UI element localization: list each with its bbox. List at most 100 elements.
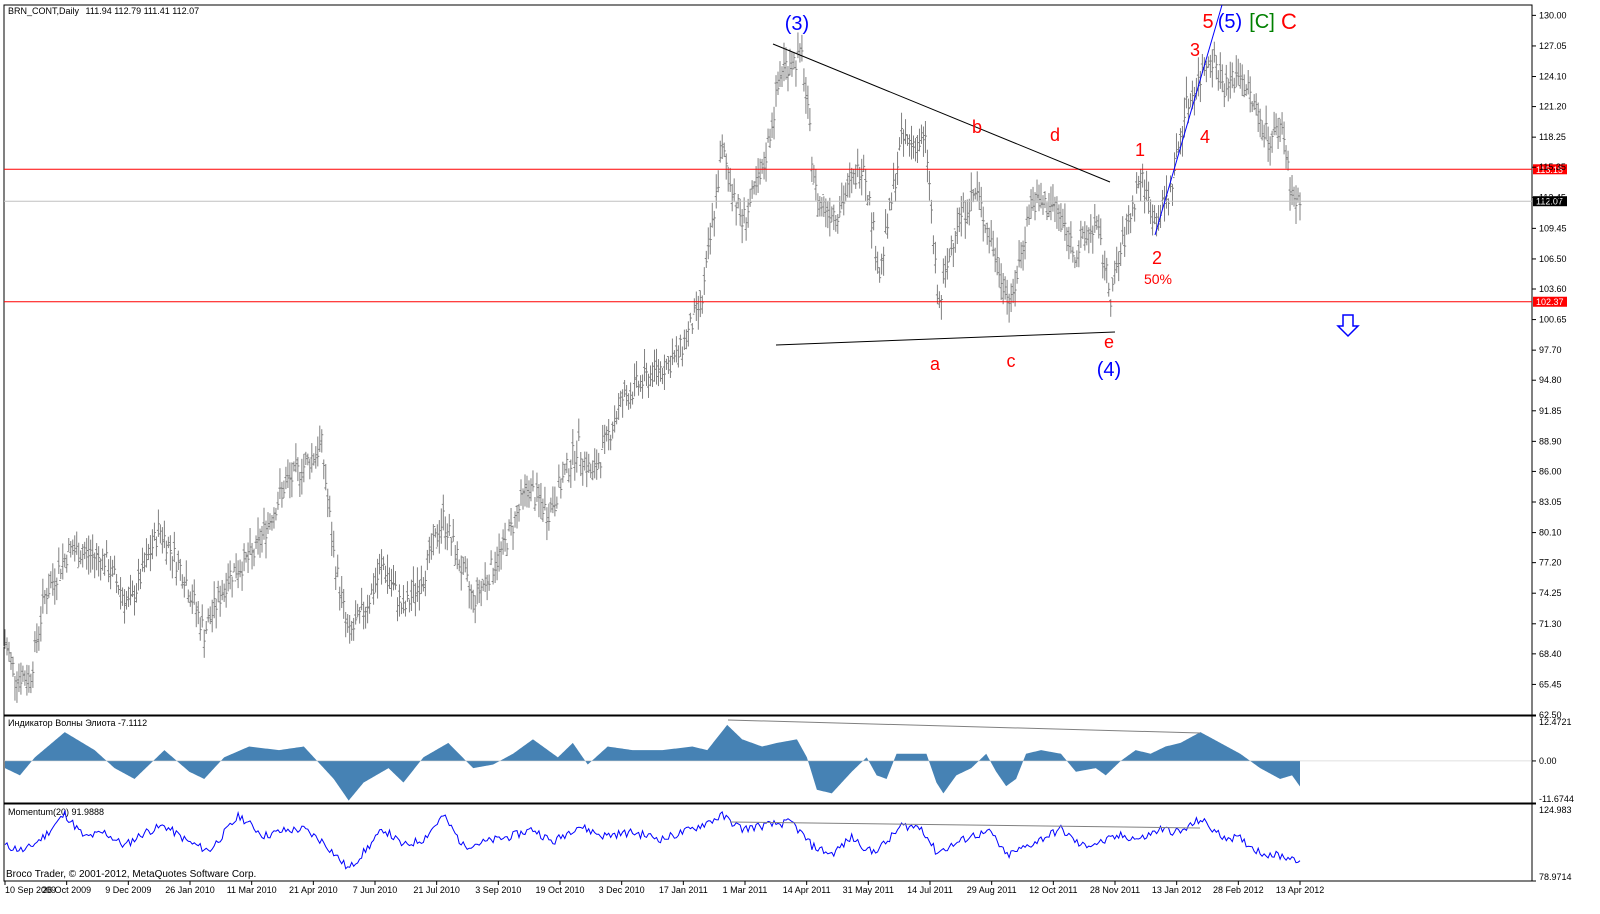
price-bar <box>792 51 796 70</box>
price-bar <box>320 429 324 453</box>
price-bar <box>240 561 244 591</box>
copyright-label: Broco Trader, © 2001-2012, MetaQuotes So… <box>6 869 256 880</box>
price-bar <box>906 134 910 146</box>
retracement-label: 50% <box>1144 271 1172 287</box>
wave-label-C-red: C <box>1281 9 1297 34</box>
price-bar <box>11 656 15 677</box>
price-bar <box>643 348 647 382</box>
price-bar <box>176 550 180 571</box>
price-bar <box>178 558 182 581</box>
price-bar <box>750 180 754 199</box>
price-bar <box>647 373 651 398</box>
price-bar <box>672 350 676 363</box>
price-bar <box>401 585 405 614</box>
price-bar <box>125 590 129 610</box>
price-bar <box>172 531 176 563</box>
price-bar <box>140 547 144 572</box>
price-bar <box>326 488 330 518</box>
price-bar <box>738 198 742 226</box>
price-bar <box>378 553 382 575</box>
price-bar <box>838 196 842 219</box>
price-bar <box>740 209 744 244</box>
price-bar <box>1077 240 1081 268</box>
price-bar <box>1107 282 1111 297</box>
price-bar <box>629 382 633 409</box>
price-tick-label: 77.20 <box>1539 558 1562 568</box>
price-bar <box>1119 242 1123 267</box>
price-bar <box>1172 152 1176 179</box>
price-bar <box>39 606 43 642</box>
price-bar <box>463 556 467 573</box>
price-bar <box>1151 204 1155 236</box>
price-bar <box>497 533 501 572</box>
price-bar <box>577 418 581 442</box>
price-bar <box>880 253 884 275</box>
price-bar <box>724 153 728 180</box>
price-bar <box>258 528 262 558</box>
price-bar <box>55 577 59 601</box>
price-bar <box>1065 227 1069 252</box>
price-bar <box>370 583 374 595</box>
price-bar <box>1270 130 1274 153</box>
price-bar <box>113 555 117 575</box>
price-bar <box>204 621 208 635</box>
price-bar <box>447 513 451 536</box>
price-bar <box>786 66 790 92</box>
momentum-pane-frame <box>3 803 1533 882</box>
time-tick-label: 11 Mar 2010 <box>227 885 277 895</box>
price-bar <box>224 572 228 608</box>
ohlc-label: 111.94 112.79 111.41 112.07 <box>86 6 200 16</box>
price-bar <box>981 206 985 242</box>
price-bar <box>557 464 561 488</box>
price-bar <box>1198 70 1202 103</box>
price-bar <box>330 521 334 557</box>
price-bar <box>894 173 898 202</box>
price-bar <box>91 534 95 570</box>
price-bar <box>583 451 587 471</box>
elliott-tick-label: 0.00 <box>1539 756 1557 766</box>
price-tick-label: 115.35 <box>1539 162 1566 172</box>
momentum-divergence-line <box>729 821 1201 829</box>
price-bar <box>607 419 611 451</box>
price-bar <box>947 248 951 263</box>
time-tick-label: 31 May 2011 <box>843 885 894 895</box>
price-bar <box>778 61 782 87</box>
price-bar <box>525 475 529 508</box>
price-bar <box>5 637 9 656</box>
price-bar <box>712 210 716 237</box>
price-bar <box>17 663 21 693</box>
price-bar <box>119 577 123 610</box>
price-bar <box>152 522 156 541</box>
price-bar <box>57 547 61 574</box>
price-bar <box>832 204 836 231</box>
price-bar <box>1214 55 1218 80</box>
price-bar <box>858 166 862 189</box>
price-bar <box>722 142 726 158</box>
price-bar <box>1087 227 1091 254</box>
price-bar <box>814 169 818 201</box>
price-bar <box>1294 185 1298 224</box>
price-bar <box>148 535 152 572</box>
price-bar <box>1079 220 1083 248</box>
price-bar <box>780 66 784 88</box>
price-tick-label: 94.80 <box>1539 375 1562 385</box>
price-bar <box>196 601 200 625</box>
momentum-tick-label: 124.983 <box>1539 805 1572 815</box>
price-bar <box>71 539 75 555</box>
price-bar <box>238 559 242 578</box>
price-bar <box>150 529 154 560</box>
price-bar <box>925 149 929 183</box>
price-bar <box>533 497 537 511</box>
price-bar <box>47 573 51 598</box>
price-bar <box>551 486 555 514</box>
impulse-trend-line <box>1154 4 1223 236</box>
price-bar <box>495 546 499 581</box>
price-bar <box>945 248 949 280</box>
price-bar <box>393 571 397 590</box>
price-bar <box>473 595 477 624</box>
price-bar <box>390 568 394 597</box>
price-bar <box>654 348 658 385</box>
price-bar <box>706 227 710 260</box>
